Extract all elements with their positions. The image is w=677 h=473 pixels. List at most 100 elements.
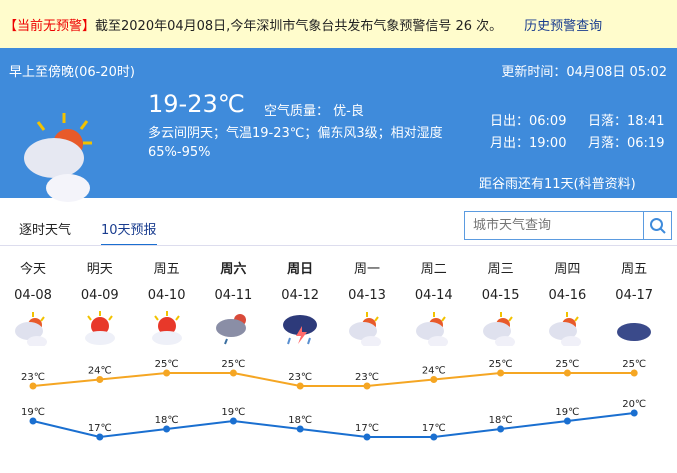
- forecast-day: 周五 04-17: [604, 258, 664, 350]
- date: 04-13: [348, 288, 386, 303]
- forecast-day: 周六 04-11: [203, 258, 263, 350]
- partly-cloudy-icon: [482, 312, 515, 348]
- day-name: 周二: [420, 262, 447, 277]
- forecast-day: 周日 04-12: [270, 258, 330, 350]
- date: 04-10: [147, 288, 186, 303]
- high-temp-label: 24℃: [422, 366, 446, 377]
- low-temp-point: [563, 417, 571, 425]
- high-temp-point: [29, 382, 37, 390]
- day-name: 周四: [554, 262, 581, 277]
- low-temp-line: [32, 412, 635, 439]
- low-temp-label: 18℃: [288, 415, 312, 426]
- high-temp-point: [563, 369, 571, 377]
- warning-tag: 【当前无预警】: [4, 18, 96, 34]
- day-name: 周日: [287, 262, 314, 277]
- date: 04-12: [281, 288, 320, 303]
- sunny-cloudy-icon: [84, 311, 115, 345]
- high-temp-label: 25℃: [622, 359, 646, 370]
- forecast-day: 明天 04-09: [70, 258, 130, 350]
- sunrise: 日出：06:09: [490, 114, 567, 129]
- low-temp-label: 19℃: [555, 407, 579, 418]
- low-temp-label: 17℃: [422, 423, 446, 434]
- partly-cloudy-icon: [24, 113, 92, 202]
- date: 04-16: [548, 288, 587, 303]
- low-temp-label: 17℃: [355, 423, 379, 434]
- today-panel: 早上至傍晚(06-20时) 更新时间：04月08日 05:02 19-23℃ 空…: [0, 48, 677, 202]
- forecast-day: 周四 04-16: [537, 258, 597, 350]
- high-temp-point: [229, 369, 237, 377]
- high-temp-point: [163, 369, 171, 377]
- high-temp-label: 23℃: [21, 372, 45, 383]
- high-temp-point: [296, 382, 304, 390]
- thunderstorm-icon: [283, 315, 318, 345]
- high-temp-label: 23℃: [355, 372, 379, 383]
- day-name: 周六: [220, 262, 247, 277]
- day-name: 今天: [19, 262, 46, 277]
- temperature-range: 19-23℃: [148, 90, 245, 118]
- date: 04-14: [414, 288, 453, 303]
- low-temp-label: 19℃: [221, 407, 245, 418]
- high-temp-label: 23℃: [288, 372, 312, 383]
- partly-cloudy-icon: [349, 312, 381, 348]
- low-temp-point: [363, 433, 371, 441]
- day-name: 周一: [353, 262, 380, 277]
- showers-icon: [216, 314, 247, 345]
- low-temp-label: 18℃: [489, 415, 513, 426]
- high-temp-point: [363, 382, 371, 390]
- date: 04-08: [14, 288, 52, 303]
- high-temp-label: 25℃: [221, 359, 245, 370]
- low-temp-label: 19℃: [21, 407, 45, 418]
- high-temp-point: [430, 376, 438, 383]
- forecast-day: 今天 04-08: [3, 258, 63, 350]
- day-name: 明天: [86, 262, 113, 277]
- partly-cloudy-icon: [15, 312, 47, 348]
- low-temp-point: [29, 417, 37, 425]
- warning-text: 截至2020年04月08日,今年深圳市气象台共发布气象预警信号 26 次。: [95, 18, 503, 34]
- tab-hourly[interactable]: 逐时天气: [19, 223, 72, 238]
- day-name: 周三: [487, 262, 514, 277]
- low-temp-point: [163, 425, 171, 433]
- search-button[interactable]: [643, 212, 671, 239]
- low-temp-label: 20℃: [622, 399, 646, 410]
- weather-description: 多云间阴天；气温19-23℃；偏东风3级；相对湿度65%-95%: [148, 126, 443, 160]
- sunset: 日落：18:41: [588, 114, 665, 129]
- forecast-day: 周二 04-14: [404, 258, 464, 350]
- partly-cloudy-icon: [549, 312, 582, 348]
- date: 04-11: [214, 288, 253, 303]
- moonset: 月落：06:19: [588, 136, 665, 151]
- low-temp-point: [296, 425, 304, 433]
- history-warning-link[interactable]: 历史预警查询: [524, 18, 603, 34]
- high-temp-line: [32, 372, 635, 387]
- high-temp-label: 24℃: [88, 366, 112, 377]
- high-temp-label: 25℃: [155, 359, 179, 370]
- city-search: [464, 211, 672, 240]
- overcast-icon: [617, 323, 652, 341]
- day-name: 周五: [153, 262, 180, 277]
- forecast-day: 周三 04-15: [471, 258, 531, 350]
- high-temp-label: 25℃: [555, 359, 579, 370]
- date: 04-15: [481, 288, 520, 303]
- warning-bar: 【当前无预警】 截至2020年04月08日,今年深圳市气象台共发布气象预警信号 …: [0, 0, 677, 48]
- high-temp-point: [497, 369, 505, 377]
- forecast-day: 周一 04-13: [337, 258, 397, 350]
- forecast-day: 周五 04-10: [137, 258, 197, 350]
- low-temp-point: [430, 433, 438, 441]
- update-time: 更新时间：04月08日 05:02: [501, 65, 667, 80]
- moonrise: 月出：19:00: [490, 136, 567, 151]
- search-icon: [649, 217, 666, 234]
- period: 早上至傍晚(06-20时): [9, 65, 135, 80]
- solar-term-link[interactable]: 距谷雨还有11天(科普资料): [479, 177, 636, 192]
- low-temp-point: [229, 417, 237, 425]
- low-temp-label: 17℃: [88, 423, 112, 434]
- search-input[interactable]: [465, 212, 643, 239]
- divider: [0, 245, 677, 246]
- tab-10-day[interactable]: 10天预报: [101, 219, 157, 246]
- temperature-chart: 23℃ 24℃ 25℃ 25℃ 23℃ 23℃ 24℃ 25℃ 25℃ 25℃ 19℃ 17℃ 18℃ 1…: [21, 359, 646, 441]
- date: 04-09: [80, 288, 119, 303]
- date: 04-17: [615, 288, 654, 303]
- high-temp-label: 25℃: [489, 359, 513, 370]
- low-temp-point: [96, 433, 104, 441]
- partly-cloudy-icon: [415, 312, 448, 348]
- day-name: 周五: [621, 262, 648, 277]
- low-temp-label: 18℃: [155, 415, 179, 426]
